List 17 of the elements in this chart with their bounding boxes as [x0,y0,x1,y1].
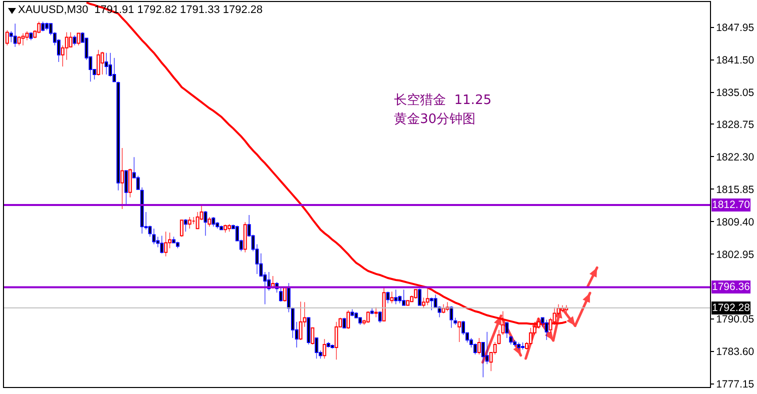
y-tick-label: 1809.40 [716,216,754,228]
candlestick [374,307,378,318]
annotation: 黄金30分钟图 [394,112,476,127]
y-tick-label: 1815.85 [716,184,754,196]
annotation: 长空猎金 11.25 [394,93,492,108]
y-tick-label: 1783.60 [716,346,754,358]
ref-line-label: 1792.28 [712,302,750,314]
y-tick-label: 1841.50 [716,54,754,67]
y-tick-label: 1822.30 [716,151,754,164]
y-tick-label: 1790.05 [716,314,754,326]
y-tick-label: 1802.95 [716,248,754,261]
y-tick-label: 1828.75 [716,118,754,131]
y-tick-label: 1835.05 [716,87,754,100]
ref-line-label: 1796.36 [712,281,750,293]
ref-line-label: 1812.70 [712,199,750,211]
y-tick-label: 1777.15 [716,378,754,391]
y-tick-label: 1847.95 [716,22,754,34]
